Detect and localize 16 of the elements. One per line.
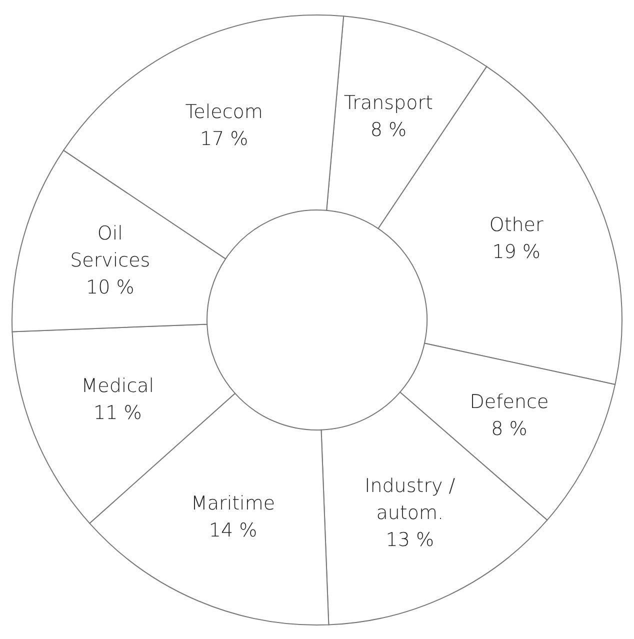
- data-label: 10 %: [86, 276, 134, 299]
- data-label: 19 %: [492, 241, 540, 264]
- slice-label: Transport: [344, 92, 433, 114]
- slice-label: Maritime: [190, 492, 276, 515]
- data-label: 13 %: [386, 529, 434, 552]
- data-label: 8 %: [370, 118, 407, 141]
- data-label: 11 %: [94, 402, 142, 424]
- slice-label: Defence: [470, 390, 549, 413]
- data-label: 8 %: [491, 418, 528, 440]
- data-label: 14 %: [208, 520, 258, 542]
- slice-label: Telecom: [185, 100, 263, 123]
- slice-label: Other: [489, 214, 544, 236]
- slice-label: Oil Services: [70, 222, 150, 272]
- slice-label: Medical: [81, 375, 154, 398]
- data-label: 17 %: [200, 128, 248, 150]
- slice-label: Industry / autom.: [364, 475, 456, 524]
